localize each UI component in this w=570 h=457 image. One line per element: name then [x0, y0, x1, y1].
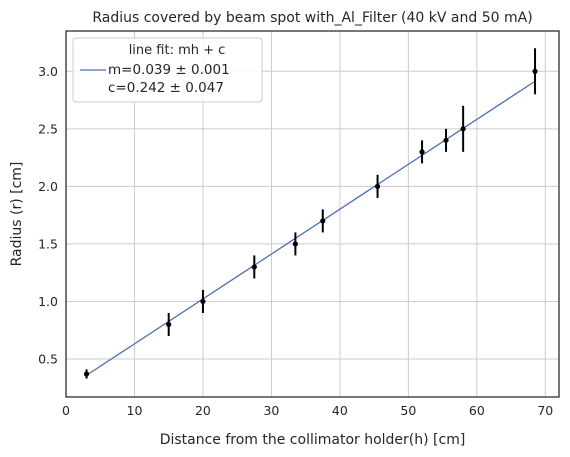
data-point [443, 128, 449, 152]
data-point [83, 369, 90, 379]
fit-line-layer [86, 80, 536, 376]
plot-frame [65, 30, 560, 398]
x-tick-label: 30 [263, 403, 279, 418]
data-point [460, 105, 466, 152]
data-marker [460, 126, 466, 132]
data-marker [83, 371, 90, 377]
data-marker [443, 137, 449, 143]
data-point [532, 48, 538, 95]
x-tick-label: 50 [400, 403, 416, 418]
y-axis-label: Radius (r) [cm] [9, 162, 25, 267]
y-tick-labels: 0.5 1.0 1.5 2.0 2.5 3.0 [38, 64, 58, 367]
data-marker [374, 183, 381, 189]
data-marker [419, 149, 425, 155]
grid [65, 31, 559, 397]
data-marker [200, 298, 206, 305]
data-point [320, 209, 326, 233]
legend-box [72, 37, 263, 103]
x-tick-label: 60 [469, 403, 485, 418]
x-axis-label: Distance from the collimator holder(h) [… [160, 432, 466, 448]
x-tick-labels: 0 10 20 30 40 50 60 70 [62, 403, 553, 418]
data-marker [251, 264, 257, 270]
y-tick-label: 3.0 [38, 64, 58, 79]
data-points-layer [83, 48, 538, 379]
y-tick-label: 0.5 [38, 352, 58, 367]
data-point [374, 174, 381, 198]
legend: line fit: mh + c m=0.039 ± 0.001 c=0.242… [72, 37, 263, 103]
y-tick-label: 2.5 [38, 121, 58, 136]
y-tick-label: 2.0 [38, 179, 58, 194]
data-marker [292, 241, 298, 247]
y-tick-label: 1.0 [38, 294, 58, 309]
x-tick-label: 20 [195, 403, 211, 418]
legend-title: line fit: mh + c [129, 43, 226, 58]
fit-line [86, 80, 536, 376]
data-point [251, 255, 257, 279]
x-tick-label: 0 [62, 403, 70, 418]
data-point [292, 232, 298, 256]
data-point [166, 312, 172, 336]
legend-line-1: m=0.039 ± 0.001 [108, 62, 230, 78]
x-tick-label: 70 [537, 403, 553, 418]
x-tick-label: 10 [127, 403, 143, 418]
data-marker [532, 68, 538, 74]
x-tick-label: 40 [332, 403, 348, 418]
y-tick-label: 1.5 [38, 236, 58, 251]
data-point [200, 289, 206, 313]
legend-line-2: c=0.242 ± 0.047 [108, 80, 224, 96]
chart-title: Radius covered by beam spot with_Al_Filt… [92, 10, 532, 26]
data-marker [320, 218, 326, 224]
data-marker [166, 321, 172, 328]
data-point [419, 140, 425, 164]
